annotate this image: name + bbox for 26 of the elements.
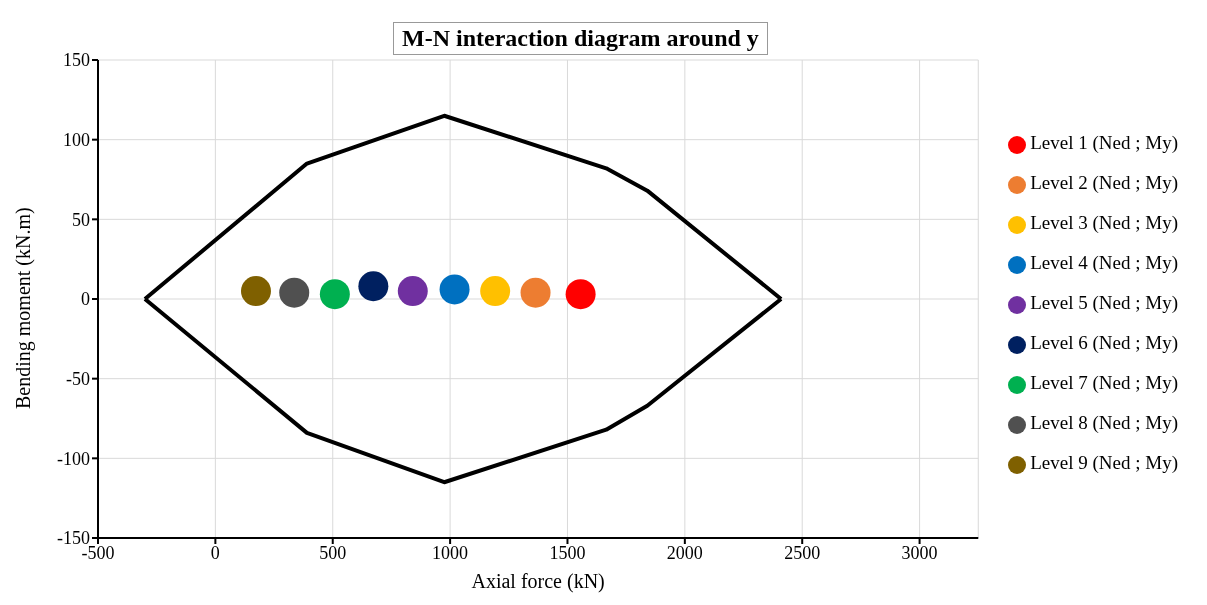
x-axis-title: Axial force (kN)	[471, 570, 605, 593]
legend-label: Level 6 (Ned ; My)	[1030, 332, 1178, 353]
legend-label: Level 8 (Ned ; My)	[1030, 412, 1178, 433]
legend-label: Level 2 (Ned ; My)	[1030, 172, 1178, 193]
y-tick-label: 150	[63, 50, 90, 71]
chart-title: M-N interaction diagram around y	[393, 22, 768, 55]
x-tick-label: 2000	[666, 542, 703, 563]
y-tick-label: -150	[57, 528, 90, 549]
x-tick-label: 500	[319, 542, 347, 563]
x-tick-label: 1000	[432, 542, 469, 563]
legend-label: Level 9 (Ned ; My)	[1030, 452, 1178, 473]
legend-label: Level 4 (Ned ; My)	[1030, 252, 1178, 273]
x-tick-label: 2500	[784, 542, 821, 563]
x-tick-label: 0	[210, 542, 220, 563]
y-axis-title: Bending moment (kN.m)	[12, 207, 36, 409]
y-tick-label: 100	[63, 130, 90, 151]
legend-label: Level 5 (Ned ; My)	[1030, 292, 1178, 313]
legend-label: Level 1 (Ned ; My)	[1030, 132, 1178, 153]
y-tick-label: -50	[66, 369, 90, 390]
x-tick-label: 1500	[549, 542, 586, 563]
y-tick-label: 0	[81, 289, 90, 310]
y-tick-label: -100	[57, 448, 90, 469]
legend-label: Level 7 (Ned ; My)	[1030, 372, 1178, 393]
y-tick-label: 50	[72, 209, 90, 230]
x-tick-label: 3000	[901, 542, 938, 563]
legend-label: Level 3 (Ned ; My)	[1030, 212, 1178, 233]
